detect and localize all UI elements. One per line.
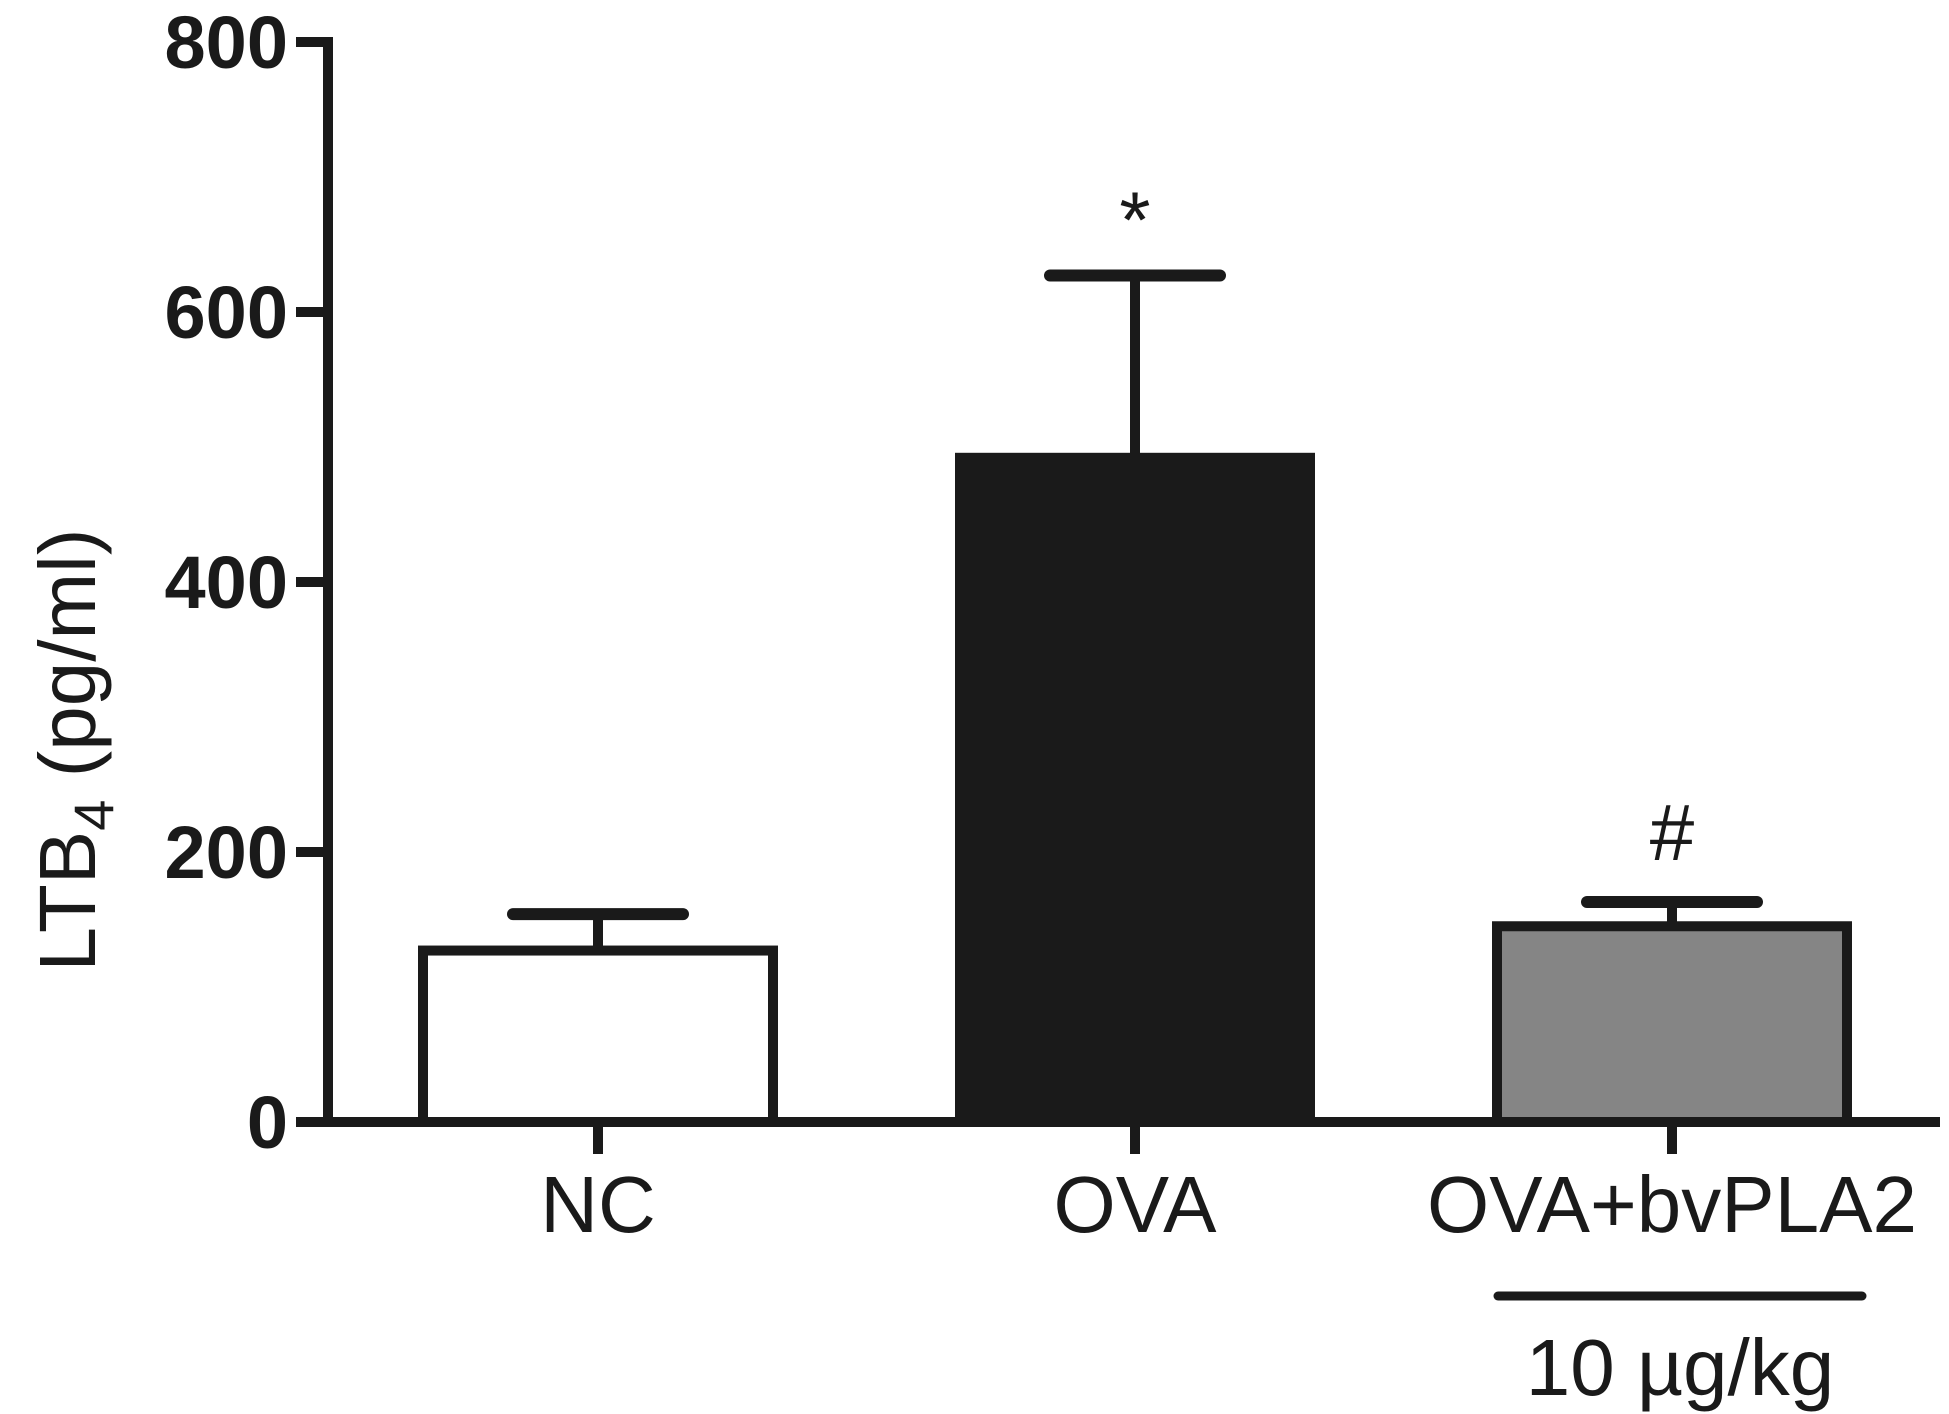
y-tick-label-400: 400 (165, 541, 288, 624)
significance-mark-2: # (1650, 788, 1695, 877)
y-tick-label-800: 800 (165, 1, 288, 84)
annotations: *# (1119, 176, 1694, 877)
y-axis: 0 200 400 600 800 (165, 1, 333, 1164)
y-axis-title-unit: (pg/ml) (23, 528, 112, 799)
x-axis: NC OVA OVA+bvPLA2 (328, 1117, 1940, 1249)
dose-group: 10 µg/kg (1493, 1291, 1867, 1412)
bar-2 (1492, 921, 1852, 1127)
dose-label: 10 µg/kg (1526, 1323, 1835, 1412)
bar-0 (418, 945, 778, 1127)
x-tick-label-2: OVA+bvPLA2 (1427, 1160, 1917, 1249)
y-tick-label-0: 0 (247, 1081, 288, 1164)
y-axis-title: LTB4 (pg/ml) (23, 528, 125, 971)
bar-1 (955, 452, 1315, 1127)
significance-mark-1: * (1119, 176, 1150, 265)
bars (418, 452, 1852, 1127)
error-bars (507, 269, 1763, 951)
y-tick-label-600: 600 (165, 271, 288, 354)
y-tick-label-200: 200 (165, 811, 288, 894)
x-tick-label-1: OVA (1053, 1160, 1217, 1249)
y-axis-title-main: LTB (23, 831, 112, 972)
x-tick-label-0: NC (540, 1160, 656, 1249)
y-axis-title-subscript: 4 (62, 800, 125, 831)
